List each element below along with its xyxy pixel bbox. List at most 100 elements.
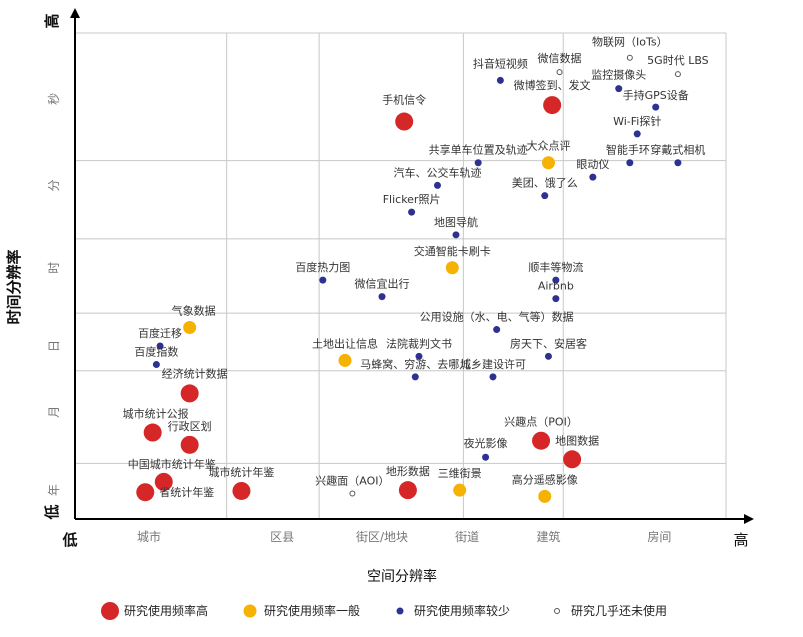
- point-label: 百度迁移: [138, 326, 182, 340]
- point-label: 行政区划: [168, 419, 212, 433]
- y-tick-label: 月: [47, 406, 61, 418]
- point-label: 智能手环: [606, 143, 650, 157]
- y-axis-low-label: 低: [43, 504, 61, 520]
- point-low: [156, 342, 164, 350]
- point-label: 5G时代 LBS: [647, 54, 709, 67]
- point-low: [552, 295, 560, 303]
- point-low: [474, 159, 482, 167]
- point-high: [398, 481, 417, 500]
- x-tick-label: 建筑: [536, 529, 560, 544]
- point-low: [541, 192, 549, 200]
- point-high: [232, 481, 251, 500]
- x-tick-label: 街道: [455, 530, 479, 544]
- point-label: Wi-Fi探针: [613, 114, 661, 128]
- point-label: 兴趣点（POI）: [504, 415, 578, 429]
- point-low: [378, 293, 386, 301]
- point-label: 眼动仪: [576, 158, 609, 171]
- point-high: [180, 384, 199, 403]
- legend-label-low: 研究使用频率较少: [414, 603, 510, 618]
- point-label: 城乡建设许可: [460, 357, 526, 371]
- point-label: 百度指数: [134, 345, 178, 359]
- point-label: 汽车、公交车轨迹: [393, 165, 481, 179]
- legend-marker-high: [101, 602, 119, 620]
- point-high: [395, 112, 414, 131]
- point-label: 气象数据: [172, 303, 216, 317]
- point-high: [532, 431, 551, 450]
- point-label: 微信宜出行: [355, 277, 410, 291]
- x-axis-high-label: 高: [733, 531, 748, 549]
- point-medium: [183, 320, 197, 334]
- x-tick-label: 区县: [270, 530, 294, 544]
- point-label: 中国城市统计年鉴: [128, 457, 216, 471]
- x-tick-label: 城市: [137, 529, 161, 544]
- point-low: [493, 326, 501, 334]
- point-label: 法院裁判文书: [386, 336, 452, 350]
- point-medium: [445, 261, 459, 275]
- point-low: [552, 276, 560, 284]
- point-none: [626, 54, 633, 61]
- point-low: [496, 76, 504, 84]
- axes: [70, 8, 754, 524]
- point-medium: [453, 483, 467, 497]
- point-label: 交通智能卡刷卡: [414, 244, 491, 258]
- x-tick-label: 房间: [647, 529, 671, 544]
- point-label: 顺丰等物流: [528, 260, 583, 274]
- point-label: 抖音短视频: [473, 56, 528, 70]
- point-high: [136, 483, 155, 502]
- point-none: [674, 71, 681, 78]
- y-tick-label: 秒: [47, 93, 61, 105]
- point-label: 百度热力图: [295, 260, 350, 274]
- point-label: 地图导航: [434, 215, 478, 229]
- x-axis-title: 空间分辨率: [367, 568, 437, 585]
- point-label: 美团、饿了么: [512, 176, 578, 190]
- point-high: [543, 96, 562, 115]
- point-label: 兴趣面（AOI）: [315, 473, 389, 487]
- point-medium: [538, 489, 552, 503]
- point-low: [482, 453, 490, 461]
- point-low: [489, 373, 497, 381]
- y-tick-label: 年: [47, 484, 61, 496]
- legend-marker-none: [554, 608, 560, 614]
- point-label: 微信数据: [538, 51, 582, 65]
- point-label: 马蜂窝、穷游、去哪儿: [360, 357, 470, 371]
- point-low: [415, 352, 423, 360]
- point-label: 物联网（IoTs）: [592, 35, 668, 49]
- point-label: 共享单车位置及轨迹: [429, 143, 528, 157]
- point-low: [652, 103, 660, 111]
- grid-lines: [75, 32, 727, 519]
- point-label: 地形数据: [386, 464, 430, 478]
- point-label: 土地出让信息: [312, 336, 378, 350]
- legend-label-high: 研究使用频率高: [124, 603, 208, 618]
- point-label: 微博签到、发文: [514, 78, 591, 92]
- y-tick-label: 时: [47, 262, 61, 274]
- point-label: 监控摄像头: [591, 68, 646, 82]
- point-label: 穿戴式相机: [650, 143, 705, 157]
- x-axis-low-label: 低: [61, 531, 77, 549]
- point-label: 公用设施（水、电、气等）数据: [420, 310, 574, 324]
- point-high: [154, 472, 173, 491]
- point-none: [556, 69, 563, 76]
- point-low: [615, 85, 623, 93]
- y-axis-title: 时间分辨率: [5, 249, 23, 324]
- point-high: [143, 423, 162, 442]
- point-label: 城市统计公报: [123, 407, 189, 421]
- point-label: 省统计年鉴: [159, 485, 214, 499]
- point-low: [433, 181, 441, 189]
- point-label: Flicker照片: [383, 193, 441, 206]
- y-axis-high-label: 高: [43, 13, 61, 28]
- point-label: 房天下、安居客: [510, 336, 587, 350]
- point-label: 大众点评: [526, 139, 570, 153]
- point-low: [452, 231, 460, 239]
- point-label: Airbnb: [538, 280, 574, 293]
- point-low: [408, 208, 416, 216]
- point-label: 手机信令: [382, 93, 426, 107]
- point-low: [544, 352, 552, 360]
- point-low: [152, 361, 160, 369]
- point-label: 经济统计数据: [162, 366, 228, 380]
- point-low: [626, 159, 634, 167]
- axis-titles: 空间分辨率 时间分辨率: [5, 249, 437, 585]
- point-label: 三维街景: [438, 466, 482, 480]
